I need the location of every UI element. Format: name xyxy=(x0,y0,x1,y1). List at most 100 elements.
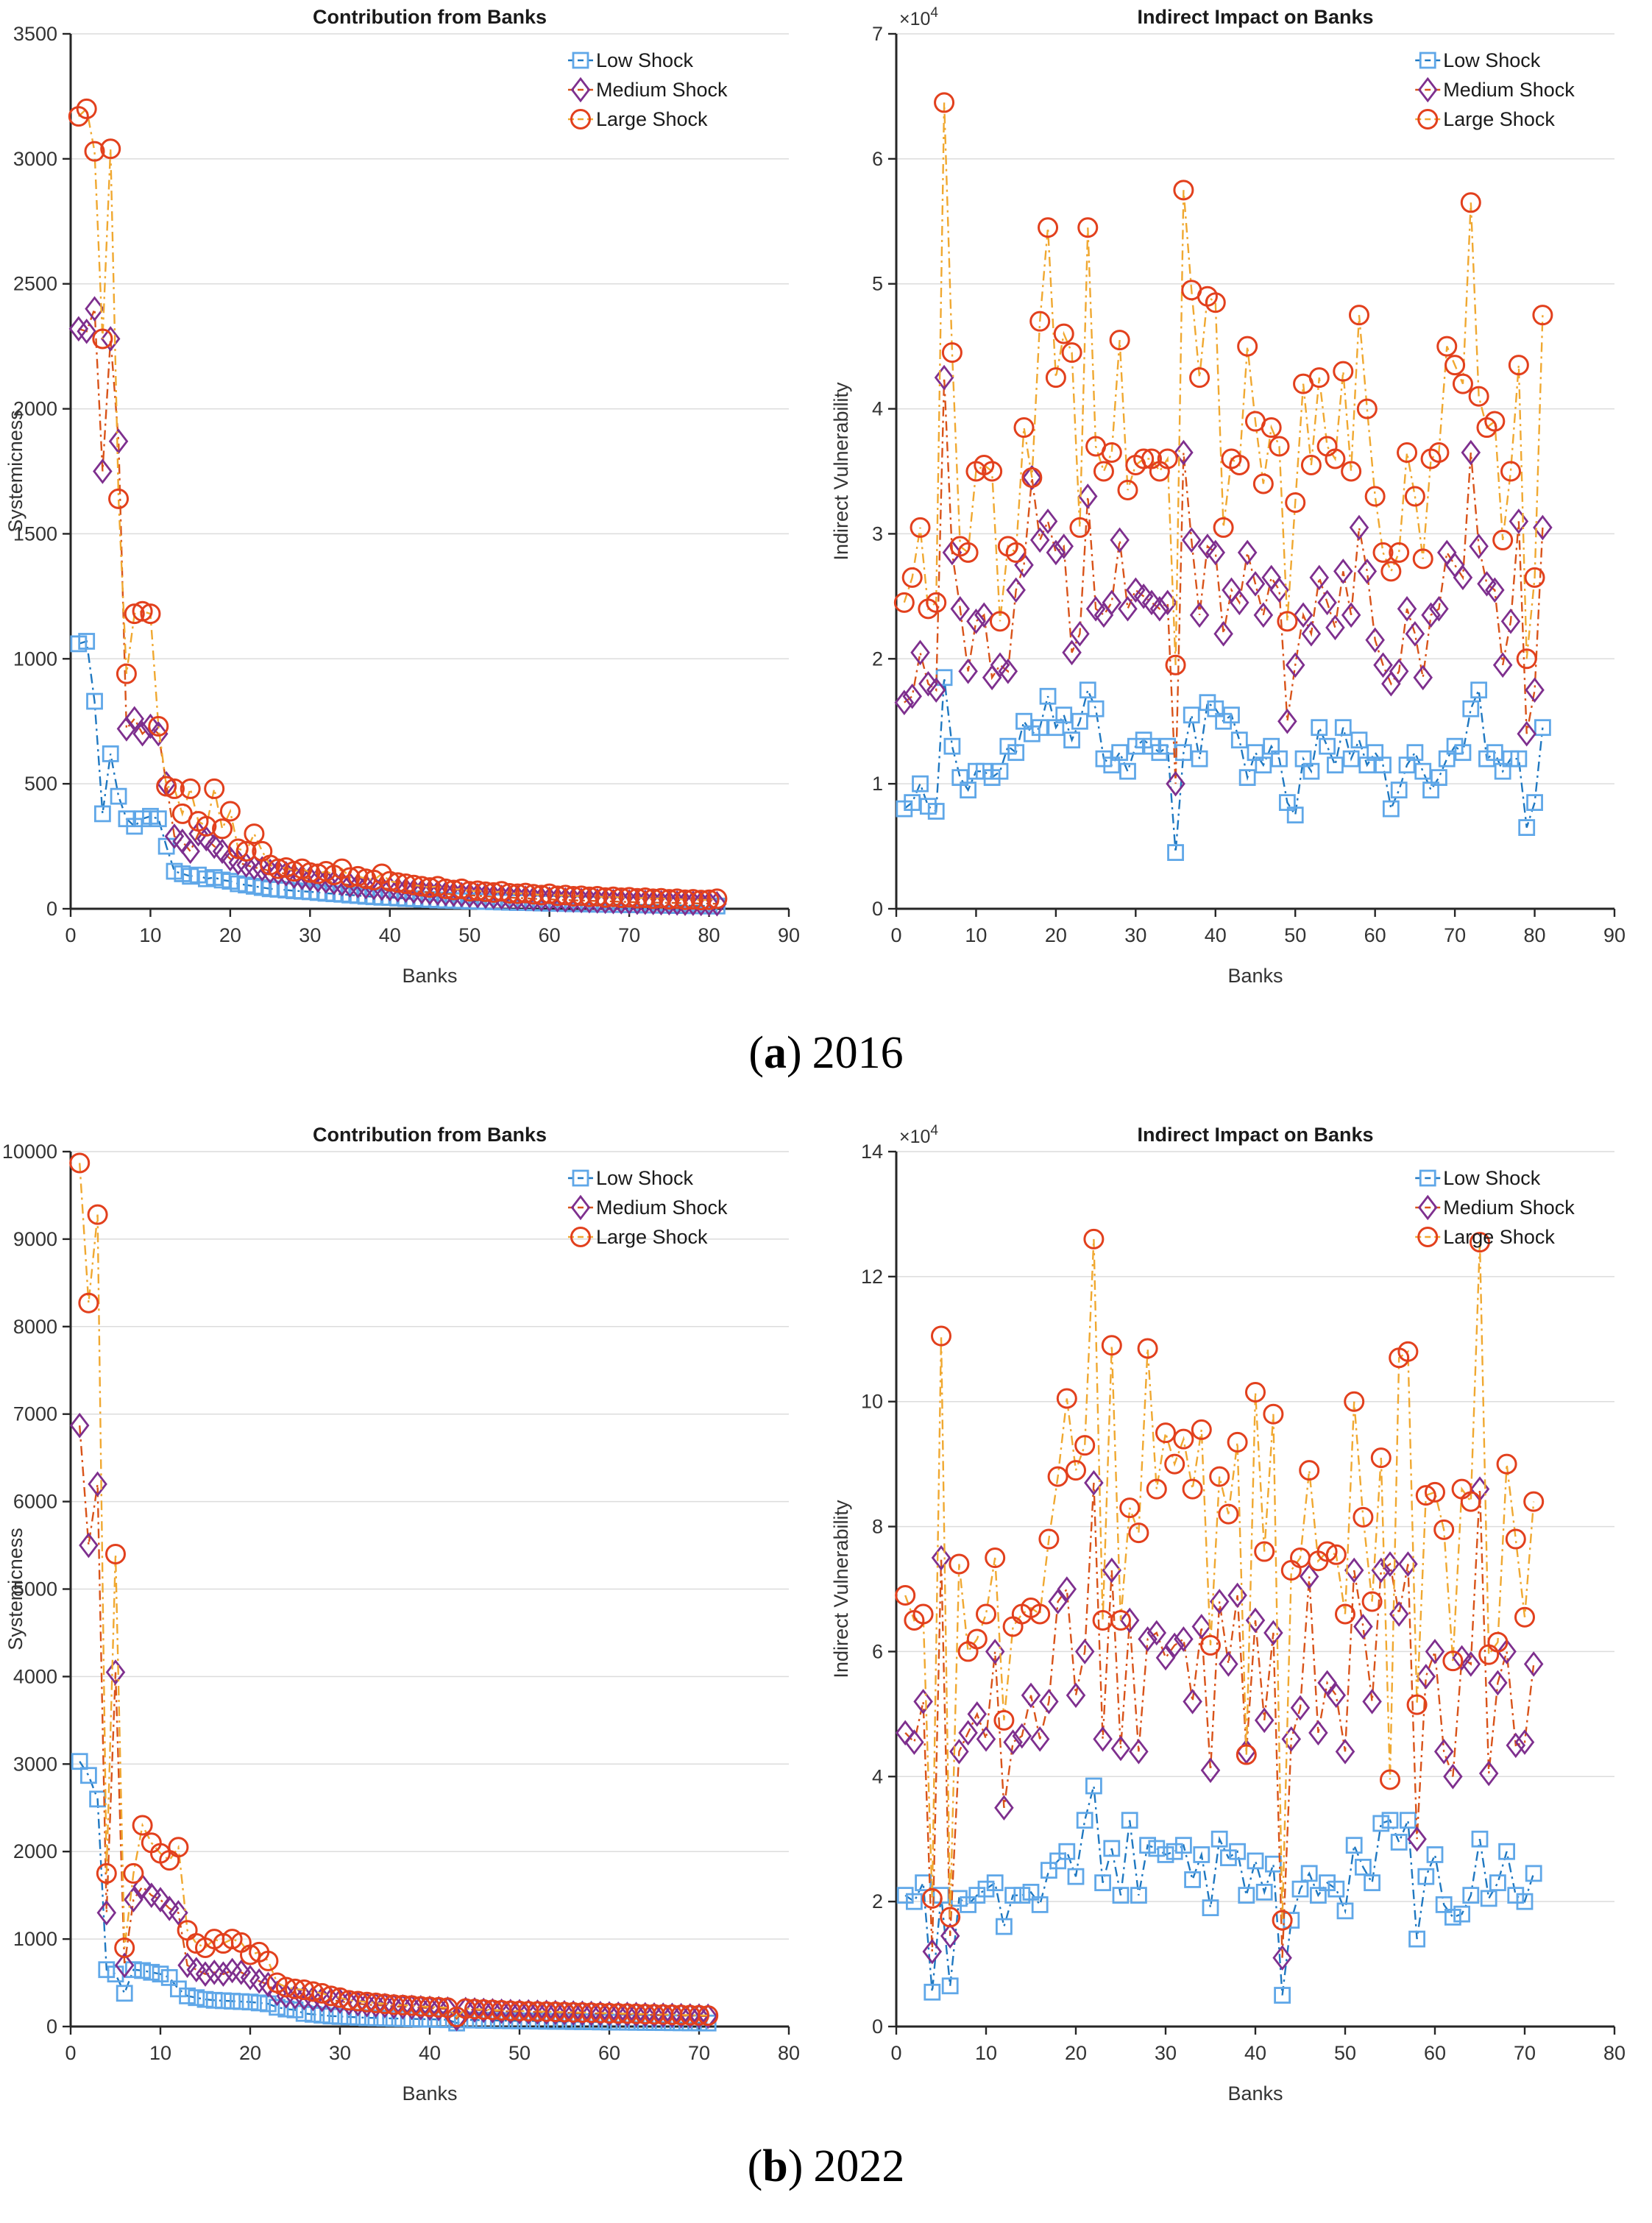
series-medium-markers xyxy=(894,364,1553,797)
diamond-marker xyxy=(149,720,169,747)
diamond-marker xyxy=(419,1995,440,2021)
chart-contribution-2022: 0 1000 2000 3000 4000 5000 6000 7000 8000 9000 100… xyxy=(0,1118,826,2111)
diamond-marker xyxy=(1453,564,1473,591)
x-tick-label: 70 xyxy=(618,924,640,946)
square-marker xyxy=(1431,769,1447,787)
circle-marker xyxy=(1227,1431,1248,1453)
x-tick-label: 20 xyxy=(219,924,241,946)
y-tick-label: 8 xyxy=(872,1516,883,1538)
legend: Low Shock Medium Shock Large Shock xyxy=(1415,1167,1575,1248)
diamond-marker xyxy=(1102,589,1122,616)
square-marker xyxy=(1094,1874,1112,1892)
square-marker xyxy=(1174,1837,1192,1854)
diamond-marker xyxy=(124,706,145,732)
square-marker xyxy=(1223,706,1240,724)
square-marker xyxy=(1202,1899,1219,1917)
diamond-marker xyxy=(1093,1726,1113,1752)
square-marker xyxy=(1489,1874,1506,1892)
charts-row-2016: 0 500 1000 1500 2000 2500 3000 3500 0 10 20 30 40 50 6… xyxy=(0,0,1652,993)
circle-marker xyxy=(659,889,680,910)
diamond-marker xyxy=(1213,621,1233,647)
grid-lines xyxy=(71,33,789,784)
square-marker xyxy=(1444,1908,1461,1926)
diamond-marker xyxy=(375,1993,395,2018)
series-medium xyxy=(894,364,1553,797)
legend-square-marker xyxy=(1419,1169,1436,1187)
series-large-line xyxy=(903,102,1544,665)
diamond-marker xyxy=(1253,602,1274,628)
legend-label: Medium Shock xyxy=(1443,1196,1575,1219)
circle-marker xyxy=(1415,1485,1436,1506)
circle-marker xyxy=(451,878,472,899)
diamond-marker xyxy=(1405,621,1425,647)
circle-marker xyxy=(1442,1651,1464,1672)
diamond-marker xyxy=(518,1999,539,2025)
square-marker xyxy=(1300,1865,1318,1882)
diamond-marker xyxy=(1149,596,1170,622)
diamond-marker xyxy=(1443,1763,1463,1790)
legend-label: Medium Shock xyxy=(1443,79,1575,101)
diamond-marker xyxy=(483,1998,503,2024)
caption-b-paren-open: ( xyxy=(747,2141,763,2191)
circle-marker xyxy=(634,887,656,909)
diamond-marker xyxy=(388,876,408,903)
diamond-marker xyxy=(492,884,511,910)
diamond-marker xyxy=(1183,1689,1202,1715)
caption-a: (a) 2016 xyxy=(0,1027,1652,1079)
circle-marker xyxy=(240,1944,260,1965)
diamond-marker xyxy=(268,859,288,886)
diamond-marker xyxy=(1452,1645,1472,1671)
series-large-markers xyxy=(68,98,728,911)
diamond-marker xyxy=(228,849,248,876)
circle-marker xyxy=(244,823,265,845)
circle-marker xyxy=(706,888,728,910)
circle-marker xyxy=(976,1603,996,1625)
diamond-marker xyxy=(467,883,488,909)
y-tick-label: 7000 xyxy=(13,1403,57,1425)
square-marker xyxy=(1265,1855,1282,1873)
circle-marker xyxy=(1460,1491,1481,1512)
circle-marker xyxy=(940,1907,961,1928)
series-large-markers xyxy=(893,92,1553,676)
diamond-marker xyxy=(1514,1729,1535,1755)
legend-label: Large Shock xyxy=(1443,108,1555,130)
circle-marker xyxy=(611,887,632,909)
circle-marker xyxy=(1299,1460,1320,1481)
diamond-marker xyxy=(1517,720,1536,747)
circle-marker xyxy=(1452,373,1473,394)
diamond-marker xyxy=(1398,1551,1418,1577)
diamond-marker xyxy=(85,296,104,322)
y-tick-label: 1000 xyxy=(13,648,57,670)
diamond-marker xyxy=(913,1689,933,1715)
diamond-marker xyxy=(1006,577,1026,603)
circle-marker xyxy=(283,861,305,882)
circle-marker xyxy=(1173,180,1194,201)
diamond-marker xyxy=(651,890,671,916)
diamond-marker xyxy=(96,1900,117,1926)
diamond-marker xyxy=(563,2000,584,2026)
square-marker xyxy=(269,1999,286,2016)
diamond-marker xyxy=(902,683,922,709)
square-marker xyxy=(331,2007,349,2025)
diamond-marker xyxy=(284,863,304,890)
circle-marker xyxy=(475,881,496,902)
circle-marker xyxy=(1013,417,1035,439)
circle-marker xyxy=(1404,486,1425,507)
square-marker xyxy=(1111,744,1129,762)
circle-marker xyxy=(123,1862,144,1884)
y-tick-label: 5 xyxy=(872,273,883,295)
series-medium-line xyxy=(78,308,717,905)
diamond-marker xyxy=(428,1996,449,2021)
circle-marker xyxy=(1272,1910,1293,1931)
diamond-marker xyxy=(88,1471,107,1497)
circle-marker xyxy=(1508,355,1529,376)
diamond-marker xyxy=(1126,577,1146,603)
diamond-marker xyxy=(1269,577,1289,603)
circle-marker xyxy=(989,611,1010,632)
square-marker xyxy=(1183,706,1200,724)
circle-marker xyxy=(1155,1422,1176,1444)
legend-square-marker xyxy=(572,1169,589,1187)
series-large-line xyxy=(79,1163,709,2018)
circle-marker xyxy=(555,884,576,906)
